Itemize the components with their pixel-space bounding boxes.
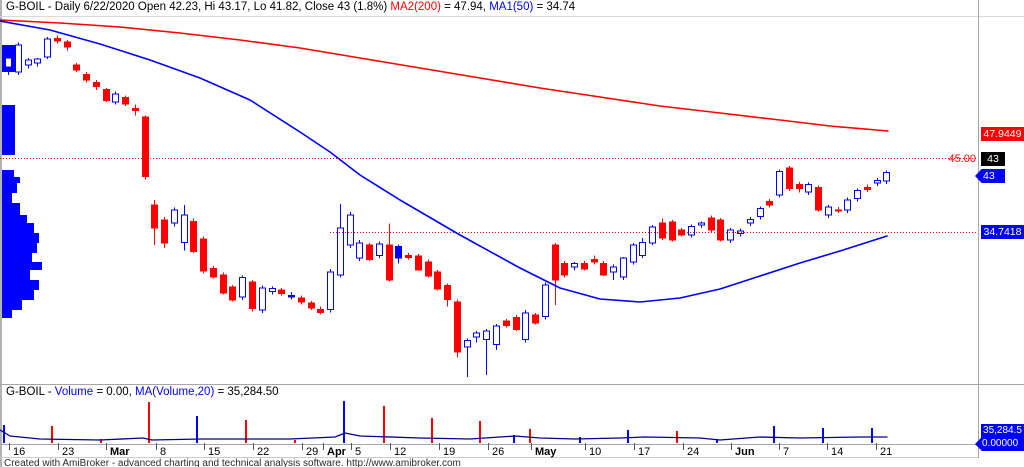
footer-credit: Created with AmiBroker - advanced charti… [4, 458, 461, 467]
x-axis-label: 12 [394, 446, 407, 458]
axis-label-ma50: 34.7418 [981, 225, 1024, 239]
axis-marker-last-volume: 0.00000 [975, 437, 1024, 451]
x-axis-label: 23 [62, 446, 75, 458]
x-axis-label: 8 [160, 446, 167, 458]
x-axis-label: 22 [257, 446, 270, 458]
title-segment: = 47.94, [440, 1, 490, 13]
axis-label-volume-ma: 35,284.5 [981, 424, 1024, 438]
axis-label-close-selected: 43 [981, 152, 1005, 166]
volume-title-segment: Volume [54, 386, 94, 398]
x-axis-label: May [535, 446, 557, 458]
x-axis-label: Jun [735, 446, 755, 458]
axis-label-ma200: 47.9449 [981, 127, 1024, 141]
volume-pane-title: G-BOIL - Volume = 0.00, MA(Volume,20) = … [6, 386, 279, 398]
volume-title-segment: = 35,284.50 [214, 386, 279, 398]
x-axis-label: 17 [638, 446, 651, 458]
x-axis-label: 5 [355, 446, 362, 458]
x-axis-label: Mar [110, 446, 130, 458]
x-axis-label: 29 [306, 446, 319, 458]
title-segment: MA2(200) [390, 1, 441, 13]
x-axis-label: 16 [13, 446, 26, 458]
volume-title-segment: MA(Volume,20) [135, 386, 215, 398]
x-axis-label: 7 [783, 446, 790, 458]
axis-marker-last-price: 43 [975, 169, 1005, 183]
x-axis-label: 21 [880, 446, 893, 458]
x-axis-label: 15 [208, 446, 221, 458]
volume-title-segment: G-BOIL - [6, 386, 55, 398]
price-pane-title: G-BOIL - Daily 6/22/2020 Open 42.23, Hi … [6, 1, 575, 13]
x-axis-label: 10 [589, 446, 602, 458]
volume-title-segment: = 0.00, [93, 386, 136, 398]
x-axis-label: 19 [443, 446, 456, 458]
x-axis-label: 26 [492, 446, 505, 458]
title-segment: = 34.74 [533, 1, 576, 13]
x-axis-label: 24 [687, 446, 700, 458]
x-axis-label: Apr [327, 446, 346, 458]
x-axis-label: 14 [831, 446, 844, 458]
title-segment: G-BOIL - Daily 6/22/2020 Open 42.23, Hi … [6, 1, 391, 13]
axis-label-level-45: 45.00 [948, 153, 976, 165]
title-segment: MA1(50) [489, 1, 534, 13]
